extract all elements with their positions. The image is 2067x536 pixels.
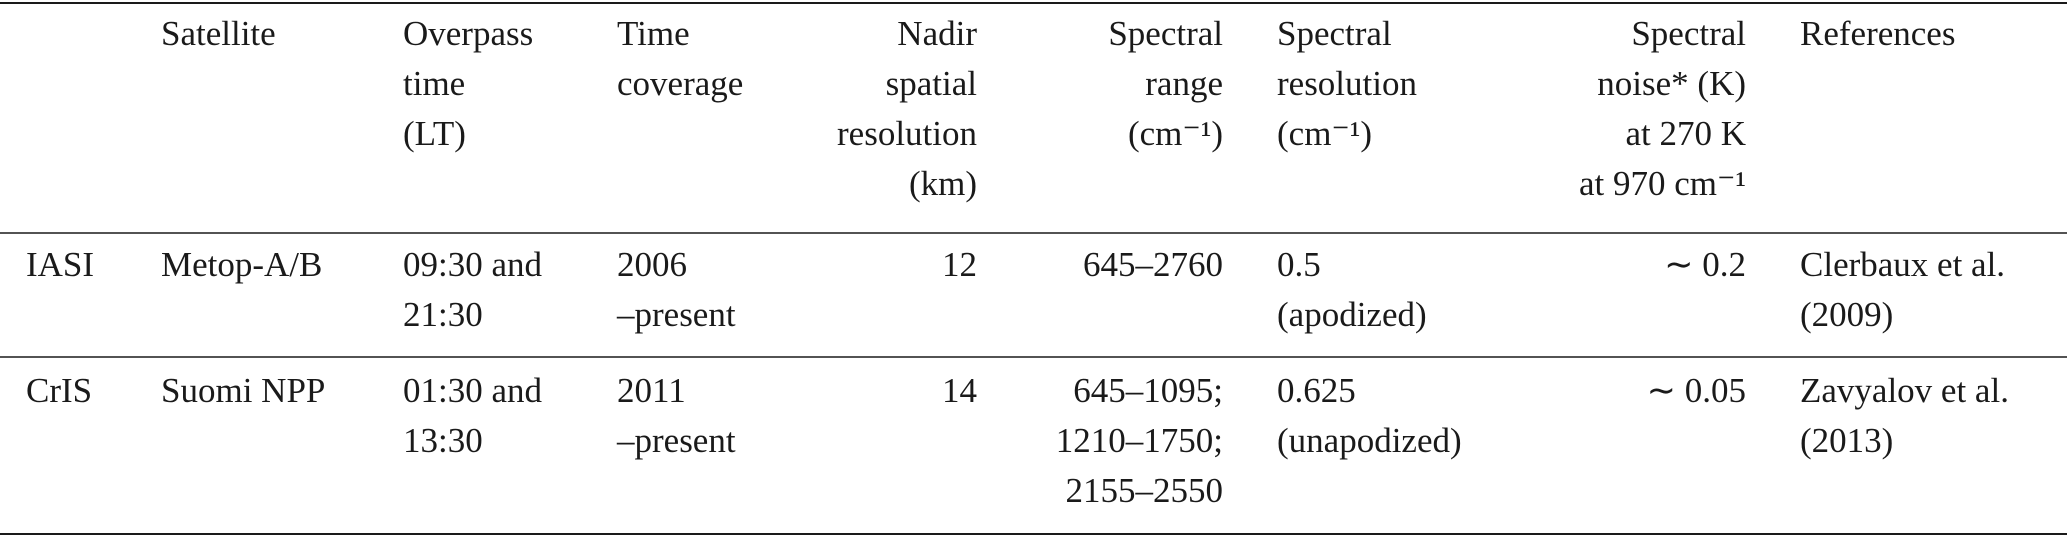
- header-cell: Spectral: [1631, 14, 1746, 53]
- header-cell: coverage: [617, 64, 743, 103]
- cell: 09:30 and: [403, 245, 543, 284]
- cell: 13:30: [403, 421, 483, 460]
- cell: Clerbaux et al.: [1800, 245, 2005, 284]
- header-cell: Nadir: [897, 14, 977, 53]
- cell: 12: [942, 245, 977, 284]
- cell: 2006: [617, 245, 687, 284]
- header-cell: Spectral: [1108, 14, 1223, 53]
- cell: 14: [942, 371, 977, 410]
- cell: 21:30: [403, 295, 483, 334]
- cell: 0.625: [1277, 371, 1356, 410]
- cell: (apodized): [1277, 295, 1427, 334]
- cell: Suomi NPP: [161, 371, 325, 410]
- header-cell: range: [1145, 64, 1223, 103]
- header-cell: resolution: [1277, 64, 1417, 103]
- cell: 2011: [617, 371, 686, 410]
- cell: 2155–2550: [1066, 471, 1224, 510]
- cell: 0.5: [1277, 245, 1321, 284]
- cell: CrIS: [26, 371, 92, 410]
- header-cell: at 270 K: [1625, 114, 1746, 153]
- header-cell: Satellite: [161, 14, 276, 53]
- cell: ∼ 0.05: [1647, 371, 1746, 410]
- cell: 01:30 and: [403, 371, 543, 410]
- header-cell: (cm⁻¹): [1128, 114, 1223, 153]
- cell: ∼ 0.2: [1664, 245, 1746, 284]
- cell: –present: [616, 295, 736, 334]
- header-cell: Time: [617, 14, 690, 53]
- cell: (unapodized): [1277, 421, 1462, 460]
- header-cell: Overpass: [403, 14, 533, 53]
- header-cell: References: [1800, 14, 1955, 53]
- header-cell: (LT): [403, 114, 466, 153]
- header-cell: resolution: [837, 114, 977, 153]
- cell: Metop-A/B: [161, 245, 322, 284]
- cell: (2013): [1800, 421, 1893, 460]
- cell: (2009): [1800, 295, 1893, 334]
- header-cell: time: [403, 64, 465, 103]
- header-cell: noise* (K): [1597, 64, 1746, 103]
- cell: 1210–1750;: [1056, 421, 1223, 460]
- header-cell: Spectral: [1277, 14, 1392, 53]
- cell: IASI: [26, 245, 94, 284]
- header-cell: at 970 cm⁻¹: [1579, 164, 1746, 203]
- header-cell: spatial: [886, 64, 978, 103]
- cell: 645–2760: [1083, 245, 1223, 284]
- cell: 645–1095;: [1073, 371, 1223, 410]
- header-cell: (km): [909, 164, 977, 203]
- header-cell: (cm⁻¹): [1277, 114, 1372, 153]
- cell: Zavyalov et al.: [1800, 371, 2009, 410]
- cell: –present: [616, 421, 736, 460]
